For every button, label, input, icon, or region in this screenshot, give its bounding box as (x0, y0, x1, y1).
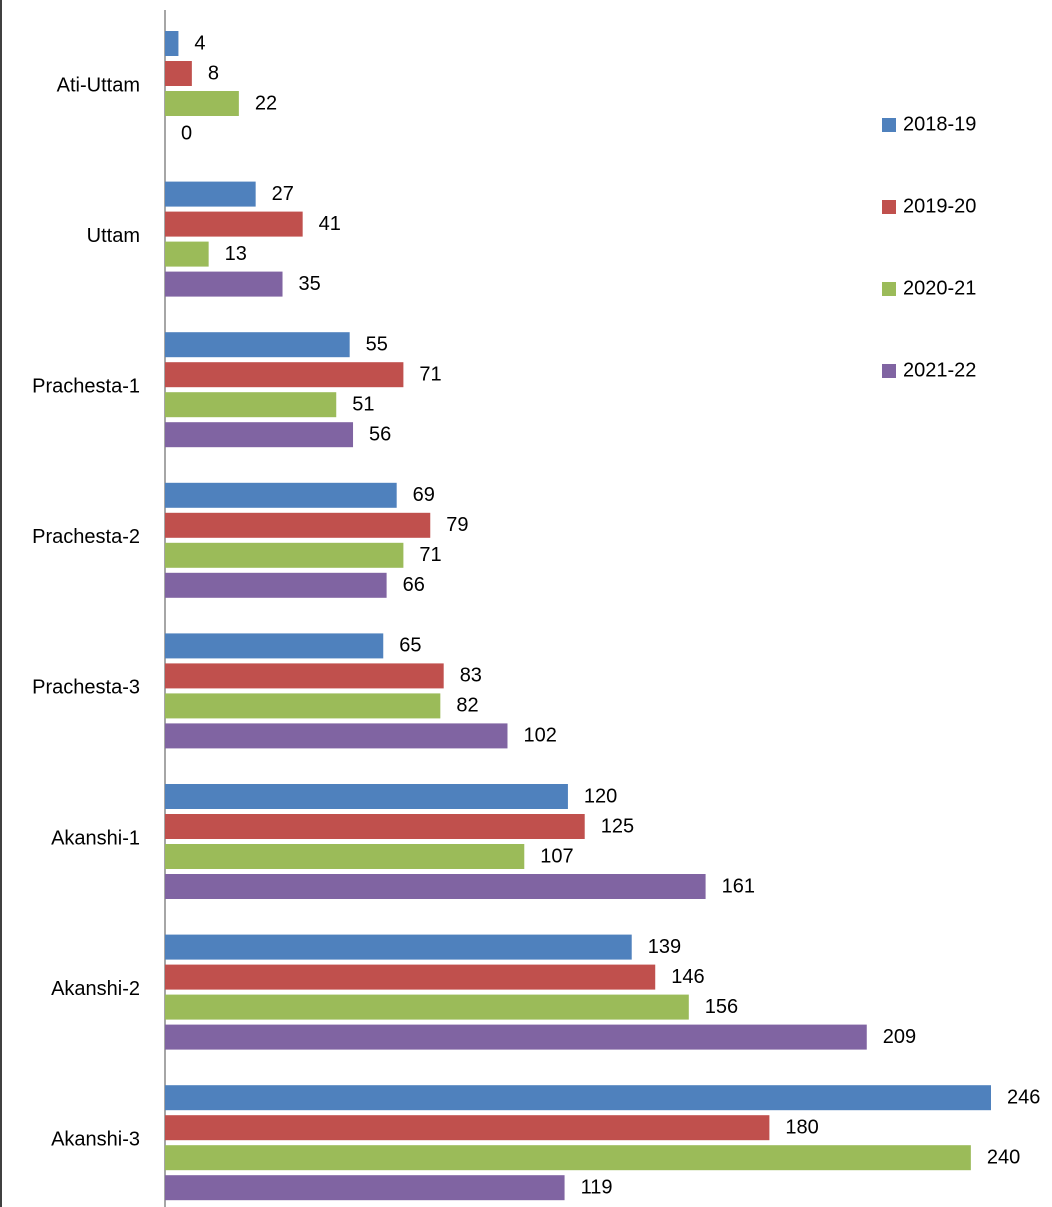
data-label: 27 (272, 183, 294, 205)
data-label: 71 (419, 363, 441, 385)
bar (165, 844, 525, 869)
bar (165, 1175, 565, 1201)
data-label: 180 (785, 1116, 818, 1138)
bar (165, 1024, 867, 1050)
bar (165, 693, 441, 719)
y-tick-label: Akanshi-3 (51, 1128, 140, 1150)
legend-label: 2018-19 (903, 113, 976, 135)
legend-swatch (882, 118, 896, 132)
bar (165, 211, 303, 237)
data-label: 156 (705, 996, 738, 1018)
data-label: 125 (601, 815, 634, 837)
data-label: 107 (540, 845, 573, 867)
bar (165, 271, 283, 297)
legend-swatch (882, 200, 896, 214)
bar (165, 874, 706, 899)
data-label: 51 (352, 393, 374, 415)
data-label: 55 (366, 333, 388, 355)
legend-label: 2019-20 (903, 195, 976, 217)
y-tick-label: Akanshi-2 (51, 978, 140, 1000)
y-tick-label: Prachesta-3 (32, 677, 140, 699)
data-label: 209 (883, 1026, 916, 1048)
bar (165, 181, 256, 207)
data-label: 120 (584, 785, 617, 807)
legend-swatch (882, 364, 896, 378)
bar (165, 61, 192, 86)
bar (165, 1115, 770, 1141)
data-label: 13 (225, 243, 247, 265)
y-tick-label: Prachesta-1 (32, 375, 140, 397)
data-label: 161 (722, 875, 755, 897)
bar (165, 633, 384, 659)
data-label: 41 (319, 213, 341, 235)
data-label: 246 (1007, 1086, 1040, 1108)
data-label: 82 (456, 695, 478, 717)
data-label: 240 (987, 1146, 1020, 1168)
bar (165, 784, 568, 809)
bar (165, 542, 404, 568)
data-label: 139 (648, 936, 681, 958)
bar (165, 482, 397, 508)
data-label: 79 (446, 514, 468, 536)
bar (165, 723, 508, 749)
data-label: 102 (523, 725, 556, 747)
data-label: 71 (419, 544, 441, 566)
data-label: 56 (369, 423, 391, 445)
data-label: 35 (299, 273, 321, 295)
legend-label: 2021-22 (903, 359, 976, 381)
bar (165, 362, 404, 388)
bar (165, 512, 431, 538)
bar (165, 332, 350, 358)
bar (165, 964, 656, 990)
y-tick-label: Akanshi-1 (51, 827, 140, 849)
bar (165, 814, 585, 839)
bar (165, 241, 209, 267)
data-label: 83 (460, 665, 482, 687)
bar (165, 994, 689, 1020)
bar (165, 663, 444, 689)
data-label: 0 (181, 122, 192, 144)
data-label: 22 (255, 92, 277, 114)
bar (165, 1145, 971, 1171)
data-label: 146 (671, 966, 704, 988)
data-label: 66 (403, 574, 425, 596)
data-label: 65 (399, 635, 421, 657)
y-tick-label: Ati-Uttam (57, 74, 140, 96)
bar (165, 422, 354, 448)
bar (165, 1085, 991, 1111)
legend-swatch (882, 282, 896, 296)
data-label: 69 (413, 484, 435, 506)
bar (165, 91, 239, 116)
data-label: 4 (194, 32, 205, 54)
bar (165, 31, 179, 56)
data-label: 8 (208, 62, 219, 84)
legend-label: 2020-21 (903, 277, 976, 299)
bar (165, 572, 387, 598)
y-tick-label: Prachesta-2 (32, 526, 140, 548)
data-label: 119 (581, 1176, 613, 1198)
y-tick-label: Uttam (87, 225, 140, 247)
bar (165, 392, 337, 418)
bar (165, 934, 632, 960)
